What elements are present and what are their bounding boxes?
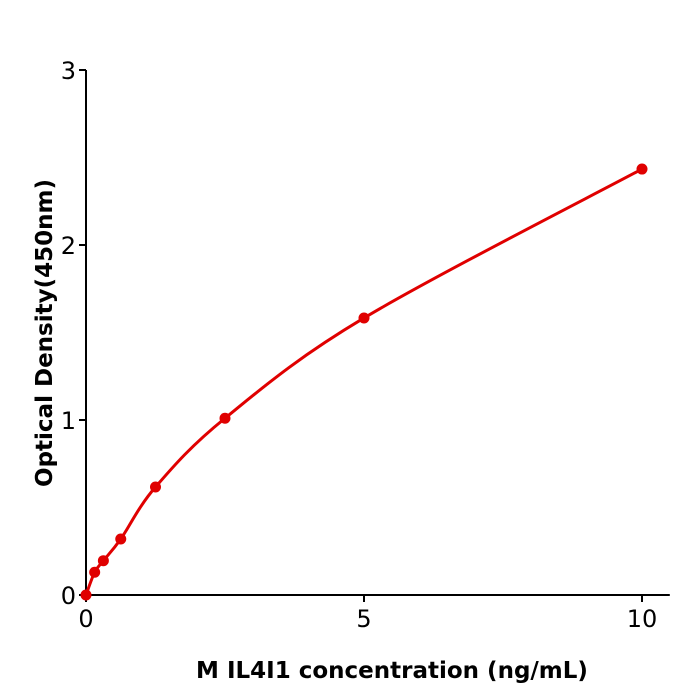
data-point [97,555,109,567]
fit-curve [84,167,643,596]
x-tick-label: 10 [627,605,658,633]
y-tick-label: 2 [61,232,76,260]
data-point [115,533,127,545]
data-point [150,481,161,493]
data-point [358,312,370,324]
x-axis-label: M IL4I1 concentration (ng/mL) [196,658,588,684]
y-tick-label: 3 [61,57,76,85]
x-tick-label: 5 [356,605,371,633]
x-tick-label: 0 [78,605,93,633]
data-point [89,566,101,578]
y-axis-label: Optical Density(450nm) [32,179,58,487]
data-point [219,412,231,424]
y-tick-label: 1 [61,407,76,435]
y-tick-label: 0 [61,582,76,610]
data-point [80,589,92,601]
data-point [636,163,648,175]
